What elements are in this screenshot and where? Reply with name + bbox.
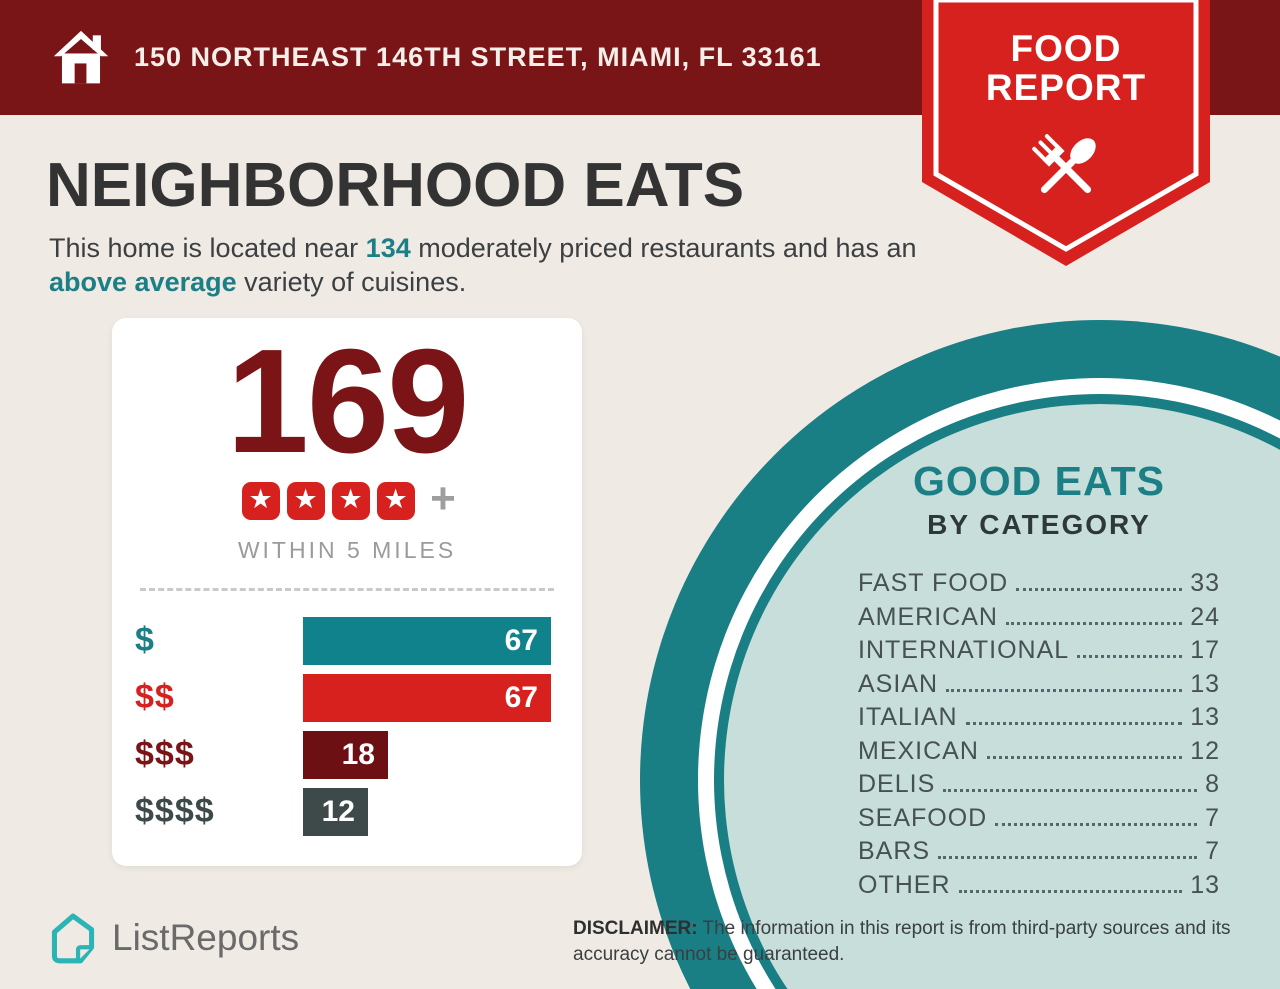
category-label: ITALIAN <box>858 703 958 731</box>
category-row: AMERICAN 24 <box>858 603 1220 637</box>
intro-highlight: above average <box>49 267 237 298</box>
category-label: ASIAN <box>858 669 939 698</box>
category-row: FAST FOOD 33 <box>858 569 1220 603</box>
category-value: 7 <box>1205 837 1220 865</box>
total-restaurants: 169 <box>226 319 470 484</box>
price-row: $$$ 18 <box>135 730 582 779</box>
property-address: 150 NORTHEAST 146TH STREET, MIAMI, FL 33… <box>134 42 822 72</box>
badge-line2: REPORT <box>985 66 1147 108</box>
category-label: MEXICAN <box>858 736 979 765</box>
category-label: INTERNATIONAL <box>858 636 1070 664</box>
dotted-leader <box>1016 588 1183 591</box>
good-eats-title: GOOD EATS <box>913 458 1165 504</box>
category-value: 12 <box>1190 736 1220 765</box>
category-value: 17 <box>1190 636 1220 664</box>
bar: 18 <box>303 730 388 779</box>
price-tier-label: $$$$ <box>135 792 215 831</box>
price-row: $$ 67 <box>135 673 582 722</box>
bar: 67 <box>303 673 551 722</box>
category-label: SEAFOOD <box>858 803 988 832</box>
category-label: AMERICAN <box>858 602 998 631</box>
intro-part2: moderately priced restaurants and has an <box>410 233 917 263</box>
dotted-leader <box>965 722 1183 725</box>
page-title: NEIGHBORHOOD EATS <box>46 151 745 220</box>
intro-text: This home is located near 134 moderately… <box>49 231 929 299</box>
restaurant-count: 134 <box>365 233 411 263</box>
badge-title: FOOD REPORT <box>912 28 1220 108</box>
bar: 12 <box>303 787 368 836</box>
summary-card: 169 ★ ★ ★ ★ + WITHIN 5 MILES $ 67 $$ 67 … <box>112 318 582 866</box>
category-value: 13 <box>1190 669 1220 698</box>
brand-name: ListReports <box>112 917 300 958</box>
category-row: BARS 7 <box>858 837 1220 871</box>
disclaimer-label: DISCLAIMER: <box>573 918 698 939</box>
dotted-leader <box>986 755 1183 759</box>
listreports-brand: ListReports <box>46 910 299 966</box>
dotted-leader <box>995 822 1198 826</box>
dotted-leader <box>958 889 1183 893</box>
category-value: 13 <box>1190 870 1220 899</box>
category-label: DELIS <box>858 770 936 798</box>
badge-line1: FOOD <box>1010 28 1122 69</box>
bar-value: 67 <box>504 680 538 714</box>
star-icon: ★ <box>286 481 325 520</box>
plus-icon: + <box>430 473 456 523</box>
category-value: 24 <box>1190 602 1220 631</box>
price-bar-chart: $ 67 $$ 67 $$$ 18 $$$$ 12 <box>135 616 582 836</box>
price-tier-label: $$ <box>135 678 175 717</box>
category-row: ASIAN 13 <box>858 670 1220 704</box>
price-row: $$$$ 12 <box>135 787 582 836</box>
category-row: OTHER 13 <box>858 871 1220 905</box>
price-tier-label: $$$ <box>135 735 195 774</box>
category-row: DELIS 8 <box>858 770 1220 804</box>
star-icon: ★ <box>241 481 280 520</box>
category-row: SEAFOOD 7 <box>858 804 1220 838</box>
star-icon: ★ <box>331 481 370 520</box>
price-tier-label: $ <box>135 621 155 660</box>
bar-value: 18 <box>341 737 375 771</box>
food-report-badge: FOOD REPORT <box>912 0 1220 280</box>
category-row: INTERNATIONAL 17 <box>858 636 1220 670</box>
category-label: BARS <box>858 837 931 865</box>
good-eats-panel: GOOD EATS BY CATEGORY FAST FOOD 33 AMERIC… <box>858 458 1220 904</box>
good-eats-subtitle: BY CATEGORY <box>927 509 1151 540</box>
category-label: OTHER <box>858 870 951 899</box>
listreports-logo-icon <box>51 913 95 964</box>
bar-value: 12 <box>321 794 355 828</box>
bar-value: 67 <box>504 623 538 657</box>
radius-caption: WITHIN 5 MILES <box>237 536 457 563</box>
star-icon: ★ <box>376 481 415 520</box>
dotted-leader <box>1005 621 1183 625</box>
category-value: 8 <box>1205 770 1220 798</box>
house-icon <box>53 30 109 83</box>
category-list: FAST FOOD 33 AMERICAN 24 INTERNATIONAL 17 A… <box>858 569 1220 904</box>
dotted-leader <box>943 789 1198 792</box>
category-value: 13 <box>1190 703 1220 731</box>
circle-inner-fill <box>724 404 1280 989</box>
category-row: ITALIAN 13 <box>858 703 1220 737</box>
dotted-leader <box>938 856 1198 859</box>
dashed-divider <box>140 587 554 591</box>
intro-part3: variety of cuisines. <box>236 267 467 298</box>
dotted-leader <box>1077 655 1183 658</box>
category-value: 7 <box>1205 803 1220 832</box>
bar: 67 <box>303 616 551 665</box>
category-row: MEXICAN 12 <box>858 737 1220 771</box>
dotted-leader <box>946 688 1183 692</box>
category-value: 33 <box>1190 569 1220 597</box>
badge-pennant <box>922 0 1210 266</box>
price-row: $ 67 <box>135 616 582 665</box>
rating-row: ★ ★ ★ ★ + <box>112 476 582 521</box>
category-label: FAST FOOD <box>858 569 1009 597</box>
spoon-fork-icon <box>1032 134 1096 194</box>
disclaimer: DISCLAIMER: The information in this repo… <box>573 916 1235 967</box>
intro-part1: This home is located near <box>49 233 366 263</box>
disclaimer-text: The information in this report is from t… <box>573 918 1231 965</box>
